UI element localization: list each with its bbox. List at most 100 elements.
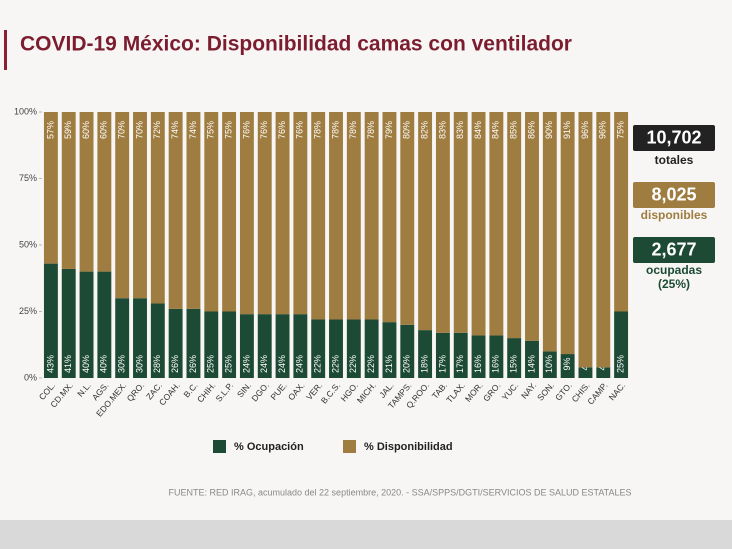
value-label: 80% [402, 121, 412, 139]
bar-segment [489, 112, 504, 336]
bar-segment [79, 112, 94, 272]
bar-segment [222, 112, 237, 312]
value-label: 96% [580, 121, 590, 139]
bar-segment [257, 314, 272, 378]
x-tick-label: CHIH. [195, 380, 218, 404]
legend-label: % Disponibilidad [364, 441, 453, 453]
value-label: 75% [223, 121, 233, 139]
bar-segment [311, 319, 326, 378]
legend-swatch [213, 440, 226, 453]
value-label: 22% [348, 355, 358, 373]
x-tick-label: SON. [535, 380, 556, 402]
footer: FUENTE: RED IRAG, acumulado del 22 septi… [169, 487, 632, 497]
bar-segment [293, 112, 308, 315]
value-label: 26% [170, 355, 180, 373]
bar-segment [614, 311, 629, 378]
value-label: 76% [295, 121, 305, 139]
value-label: 24% [259, 355, 269, 373]
bar-segment [418, 112, 433, 331]
value-label: 24% [241, 355, 251, 373]
total-label: totales [655, 153, 694, 167]
value-label: 16% [491, 355, 501, 373]
bar-segment [507, 112, 522, 339]
value-label: 76% [277, 121, 287, 139]
value-label: 21% [384, 355, 394, 373]
bar-segment [293, 314, 308, 378]
value-label: 78% [313, 121, 323, 139]
value-label: 82% [419, 121, 429, 139]
bar-segment [435, 112, 450, 333]
bar-segment [346, 319, 361, 378]
value-label: 78% [366, 121, 376, 139]
bar-segment [578, 112, 593, 368]
value-label: 14% [526, 355, 536, 373]
value-label: 24% [277, 355, 287, 373]
bar-segment [275, 314, 290, 378]
bar-segment [346, 112, 361, 320]
value-label: 78% [348, 121, 358, 139]
bar-segment [133, 298, 147, 378]
value-label: 30% [134, 355, 144, 373]
bar-segment [115, 112, 130, 299]
value-label: 18% [419, 355, 429, 373]
bar-segment [400, 112, 415, 325]
value-label: 70% [117, 121, 127, 139]
bar-segment [115, 298, 130, 378]
bar-segment [542, 351, 557, 378]
bar-segment [150, 303, 165, 378]
bar-segment [525, 340, 539, 378]
value-label: 43% [45, 355, 55, 373]
bar-segment [186, 112, 201, 309]
bar-segment [542, 112, 557, 352]
value-label: 83% [455, 121, 465, 139]
value-label: 22% [313, 355, 323, 373]
value-label: 26% [188, 355, 198, 373]
value-label: 78% [330, 121, 340, 139]
bar-segment [222, 311, 237, 378]
x-tick-label: NAC. [607, 380, 628, 402]
chart-title: COVID-19 México: Disponibilidad camas co… [20, 33, 572, 56]
value-label: 76% [259, 121, 269, 139]
value-label: 86% [526, 121, 536, 139]
value-label: 75% [206, 121, 216, 139]
bar-segment [560, 354, 575, 378]
bar-segment [168, 308, 183, 378]
value-label: 15% [509, 355, 519, 373]
x-tick-label: B.C.S. [319, 380, 342, 405]
bar-segment [168, 112, 183, 309]
x-tick-label: YUC. [500, 380, 521, 402]
value-label: 22% [330, 355, 340, 373]
bar-segment [150, 112, 165, 304]
value-label: 76% [241, 121, 251, 139]
value-label: 84% [491, 121, 501, 139]
bar-segment [43, 263, 58, 378]
value-label: 22% [366, 355, 376, 373]
x-tick-label: MOR. [463, 380, 485, 403]
bar-segment [453, 112, 468, 333]
legend-swatch [343, 440, 356, 453]
y-tick-label: 50% [19, 239, 37, 249]
bar-segment [453, 332, 468, 378]
bottom-strip [0, 520, 732, 549]
x-tick-label: GRO. [481, 380, 503, 403]
available-box [633, 182, 715, 208]
bar-segment [329, 319, 343, 378]
bar-segment [329, 112, 343, 320]
bar-segment [596, 367, 611, 378]
bar-segment [382, 322, 397, 378]
available-label: disponibles [641, 208, 708, 222]
bar-segment [275, 112, 290, 315]
value-label: 25% [223, 355, 233, 373]
value-label: 28% [152, 355, 162, 373]
bar-segment [239, 314, 254, 378]
value-label: 40% [99, 355, 109, 373]
occupied-label: ocupadas [646, 263, 702, 277]
bar-segment [471, 335, 486, 378]
bar-segment [239, 112, 254, 315]
bar-segment [311, 112, 326, 320]
bar-segment [364, 112, 379, 320]
value-label: 41% [63, 355, 73, 373]
value-label: 17% [455, 355, 465, 373]
value-label: 9% [562, 357, 572, 370]
